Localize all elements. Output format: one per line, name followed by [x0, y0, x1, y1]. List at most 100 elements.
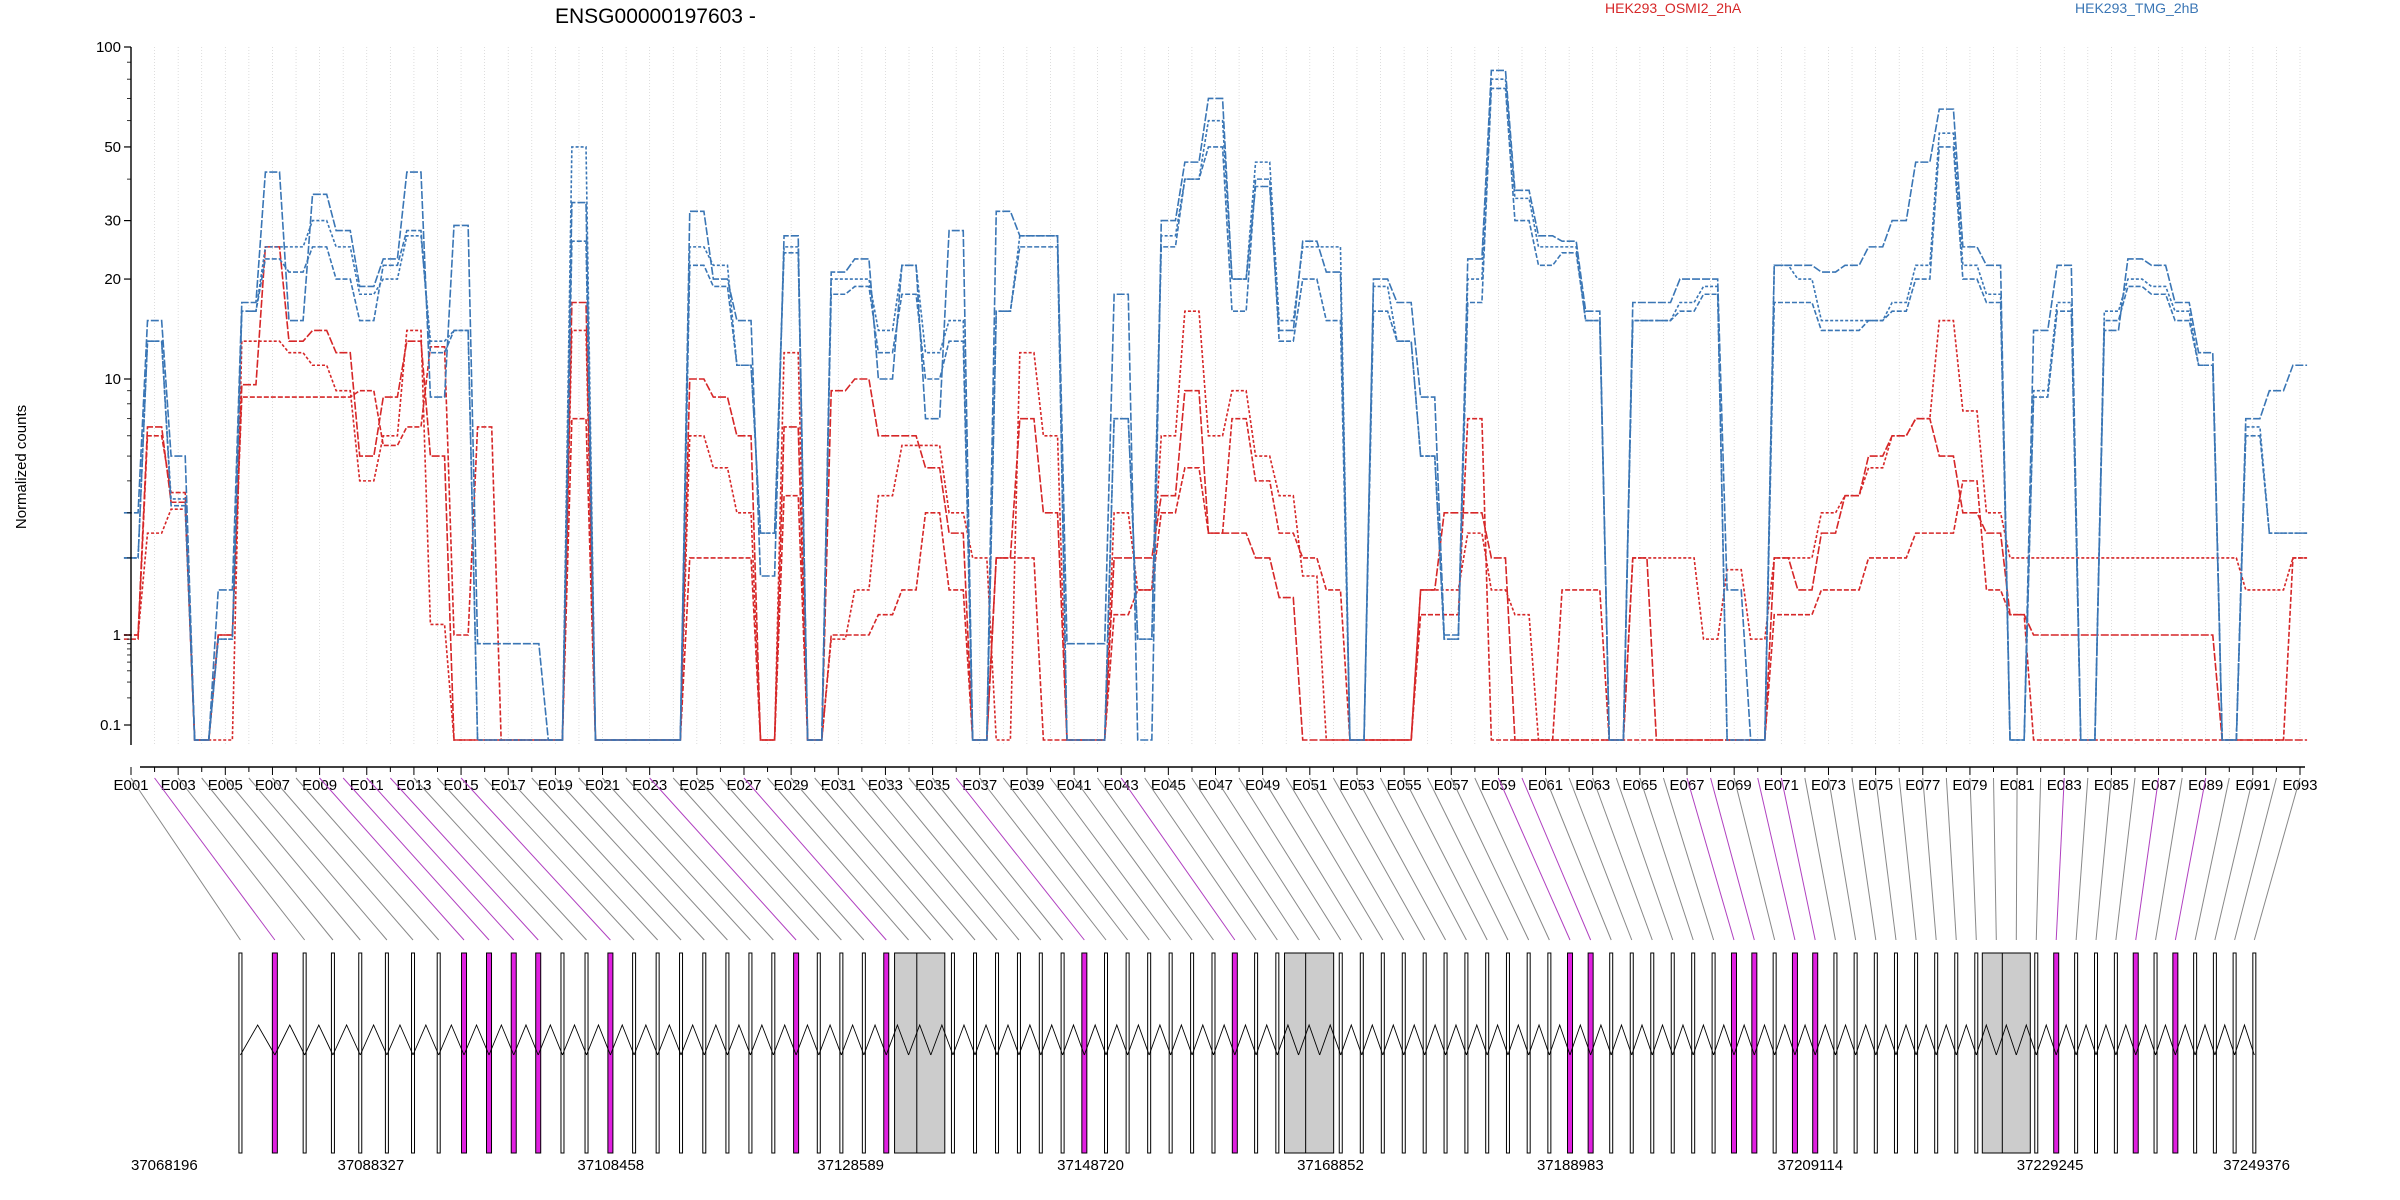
exon-box [1016, 952, 1021, 1154]
exon-connector [1686, 777, 1735, 941]
x-tick-label: E093 [2282, 777, 2317, 794]
exon-box [2094, 952, 2099, 1154]
intron-line [274, 1023, 306, 1056]
exon-box [1038, 952, 1043, 1154]
exon-connector [814, 777, 954, 941]
exon-connector [1144, 777, 1257, 941]
exon-connector [2095, 777, 2112, 941]
exon-box [1526, 952, 1531, 1154]
exon-connector [861, 777, 998, 941]
x-tick-label: E035 [915, 777, 950, 794]
exon-box [1650, 952, 1655, 1154]
exon-connector [1191, 777, 1299, 941]
exon-box [384, 952, 389, 1154]
intron-line [1361, 1023, 1384, 1056]
series-line [123, 87, 2308, 741]
exon-connector [1898, 777, 1917, 941]
coordinate-label: 37209114 [1777, 1157, 1843, 1174]
exon-connector [602, 777, 751, 941]
intron-line [1955, 1023, 1977, 1056]
intron-line [1040, 1023, 1064, 1056]
x-tick-label: E029 [774, 777, 809, 794]
exon-box [1791, 952, 1798, 1154]
exon-connector [1026, 777, 1150, 941]
x-tick-label: E023 [632, 777, 667, 794]
intron-line [1672, 1023, 1694, 1056]
intron-line [332, 1023, 361, 1056]
intron-line [1855, 1023, 1877, 1056]
exon-connector [1215, 777, 1321, 941]
exon-box [1443, 952, 1448, 1154]
x-tick-label: E031 [821, 777, 856, 794]
intron-line [586, 1023, 611, 1056]
x-tick-label: E065 [1622, 777, 1657, 794]
exon-connector [1827, 777, 1857, 941]
intron-line [2135, 1023, 2156, 1056]
x-tick-label: E073 [1811, 777, 1846, 794]
exon-connector [366, 777, 515, 941]
exon-connector [2035, 777, 2042, 941]
exon-box [1231, 952, 1238, 1154]
exon-box [2053, 952, 2060, 1154]
exon-box [584, 952, 589, 1154]
intron-line [1382, 1023, 1405, 1056]
exon-connector [437, 777, 587, 941]
x-tick-label: E055 [1387, 777, 1422, 794]
x-tick-label: E037 [962, 777, 997, 794]
exon-connector [1875, 777, 1897, 941]
y-tick-label: 10 [104, 371, 121, 388]
exon-box [1954, 952, 1959, 1154]
exon-connector [1592, 777, 1653, 941]
intron-line [1276, 1023, 1299, 1056]
intron-line [930, 1023, 954, 1056]
exon-connector [743, 777, 887, 941]
intron-line [863, 1023, 887, 1056]
exon-box [2034, 952, 2039, 1154]
exon-box [839, 952, 844, 1154]
exon-connector [885, 777, 1020, 941]
x-tick-label: E049 [1245, 777, 1280, 794]
exon-connector [1733, 777, 1776, 941]
exon-box [1853, 952, 1858, 1154]
exon-connectors [130, 777, 2301, 941]
exon-box [607, 952, 614, 1154]
intron-line [1528, 1023, 1550, 1056]
exon-box [1464, 952, 1469, 1154]
exon-connector [1427, 777, 1509, 941]
exon-box [510, 952, 517, 1154]
x-tick-label: E011 [350, 777, 384, 794]
intron-line [1975, 1023, 1997, 1056]
intron-line [1835, 1023, 1857, 1056]
exon-connector [248, 777, 388, 941]
x-tick-label: E043 [1104, 777, 1139, 794]
exon-box [1547, 952, 1552, 1154]
intron-line [795, 1023, 820, 1056]
exon-connector [2214, 777, 2254, 941]
exon-box [1147, 952, 1152, 1154]
exon-connector [696, 777, 842, 941]
intron-line [1465, 1023, 1488, 1056]
exon-connector [1851, 777, 1877, 941]
exon-connector [130, 777, 241, 941]
x-tick-label: E033 [868, 777, 903, 794]
intron-line [1569, 1023, 1592, 1056]
intron-line [1445, 1023, 1467, 1056]
intron-line [703, 1023, 728, 1056]
x-tick-label: E015 [444, 777, 479, 794]
exon-connector [1097, 777, 1214, 941]
exon-connector [1238, 777, 1342, 941]
grid-lines [130, 47, 2301, 745]
exon-box [916, 952, 946, 1154]
exon-connector [154, 777, 276, 941]
axes: 0.1 1 10 20 30 50 100 E001 E003 E005 E007 E009 E011 E… [96, 39, 2318, 794]
intron-line [2234, 1023, 2255, 1056]
exon-box [535, 952, 542, 1154]
exon-box [2172, 952, 2179, 1154]
exon-box [1422, 952, 1427, 1154]
exon-connector [837, 777, 976, 941]
intron-line [727, 1023, 751, 1056]
exon-connector [1167, 777, 1278, 941]
exon-box [1254, 952, 1259, 1154]
exon-box [1893, 952, 1898, 1154]
x-tick-label: E069 [1717, 777, 1752, 794]
